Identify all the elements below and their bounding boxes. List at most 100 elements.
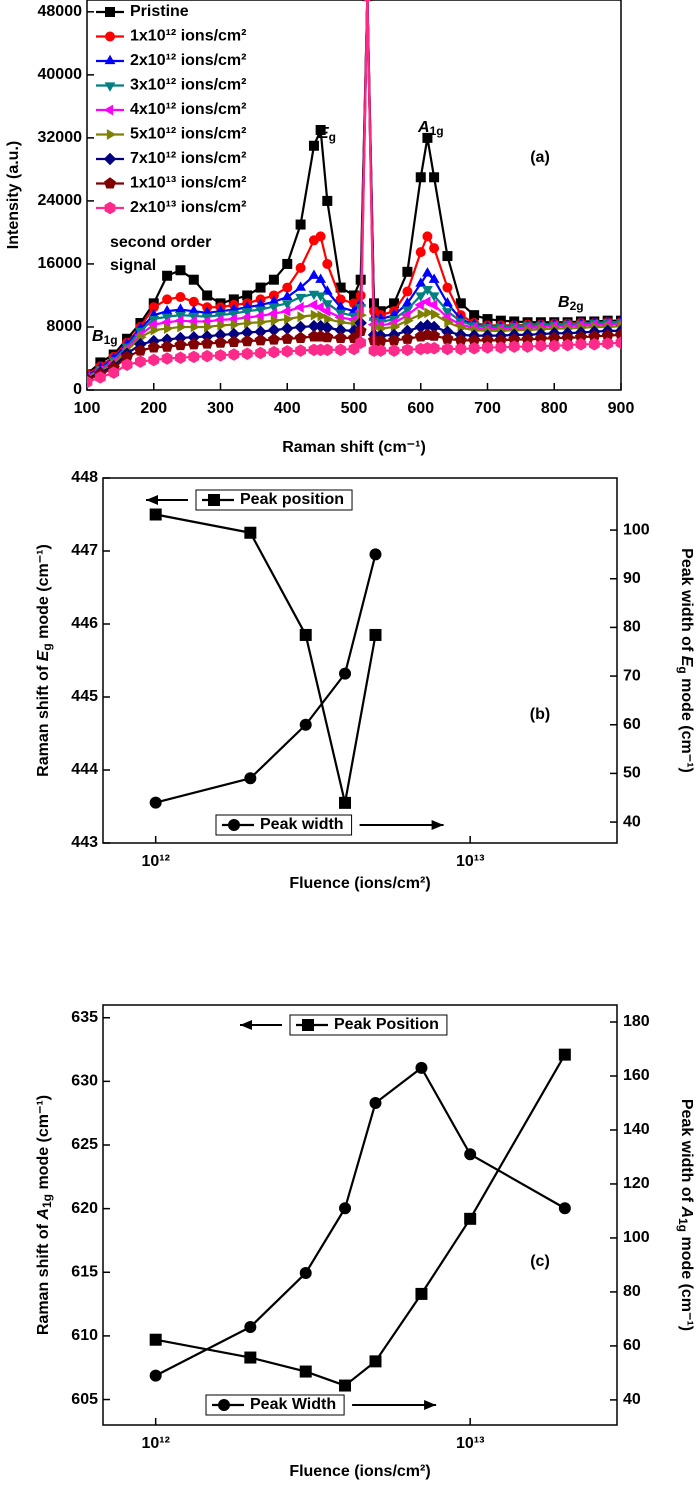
- marker: [150, 324, 160, 336]
- marker: [175, 265, 186, 276]
- text-segment: 1g: [430, 124, 444, 138]
- marker: [588, 338, 600, 351]
- y-axis-title: Raman shift of Eg mode (cm⁻¹): [35, 544, 54, 777]
- marker: [334, 323, 347, 337]
- legend-label: Peak Width: [250, 1396, 336, 1413]
- marker: [241, 334, 254, 347]
- text-segment: 2g: [570, 299, 584, 313]
- text-segment: E: [35, 649, 52, 661]
- x-axis-title: Raman shift (cm⁻¹): [282, 439, 426, 456]
- y2-tick-label: 160: [623, 1067, 650, 1084]
- marker: [299, 1365, 312, 1378]
- marker: [402, 266, 413, 277]
- marker: [94, 371, 106, 384]
- marker: [388, 344, 400, 357]
- marker: [230, 319, 241, 331]
- marker: [270, 315, 281, 327]
- marker: [299, 628, 312, 641]
- y2-tick-label: 100: [623, 521, 650, 538]
- legend-marker: [105, 31, 115, 42]
- marker: [244, 1351, 257, 1364]
- marker: [268, 290, 279, 301]
- marker: [282, 282, 293, 293]
- marker: [615, 328, 621, 340]
- marker: [468, 341, 480, 355]
- marker: [281, 345, 293, 358]
- marker: [228, 348, 240, 361]
- y-tick-label: 8000: [46, 318, 82, 335]
- marker: [161, 352, 173, 365]
- marker: [321, 321, 334, 335]
- marker: [163, 323, 174, 334]
- x-tick-label: 100: [74, 400, 101, 417]
- marker: [315, 292, 327, 302]
- marker: [455, 298, 466, 309]
- marker: [322, 258, 333, 269]
- y-tick-label: 24000: [38, 192, 83, 209]
- marker: [404, 315, 414, 327]
- marker: [464, 1148, 477, 1161]
- marker: [401, 297, 413, 307]
- marker: [281, 305, 291, 317]
- text-segment: mode (cm⁻¹): [35, 1095, 52, 1194]
- x-tick-label: 10¹²: [141, 853, 169, 870]
- y-tick-label: 635: [71, 1009, 98, 1026]
- marker: [388, 334, 400, 346]
- legend-marker: [104, 201, 116, 215]
- marker: [214, 328, 227, 342]
- series-line: [155, 1066, 566, 1377]
- marker: [588, 330, 601, 342]
- marker: [415, 247, 426, 258]
- marker: [442, 308, 453, 318]
- text-segment: A: [417, 119, 430, 136]
- legend-marker: [103, 152, 117, 166]
- marker: [281, 300, 293, 310]
- x-axis-title: Fluence (ions/cm²): [289, 1463, 430, 1480]
- marker: [148, 353, 160, 367]
- marker: [149, 1369, 162, 1382]
- marker: [267, 323, 281, 337]
- marker: [215, 304, 226, 315]
- marker: [295, 219, 306, 230]
- marker: [401, 332, 414, 344]
- marker: [562, 338, 574, 352]
- marker: [307, 299, 318, 311]
- marker: [268, 303, 280, 313]
- y2-tick-label: 140: [623, 1121, 650, 1138]
- marker: [415, 277, 427, 287]
- y2-tick-label: 80: [623, 1283, 641, 1300]
- marker: [374, 334, 387, 347]
- marker: [355, 336, 367, 349]
- marker: [314, 301, 324, 313]
- marker: [175, 292, 186, 303]
- marker: [401, 306, 413, 316]
- marker: [339, 1379, 352, 1392]
- marker: [281, 332, 294, 344]
- marker: [322, 195, 333, 206]
- legend-label: Pristine: [130, 3, 189, 20]
- marker: [401, 343, 413, 357]
- marker: [297, 311, 307, 323]
- marker: [175, 351, 186, 364]
- marker: [454, 334, 467, 346]
- marker: [162, 294, 173, 305]
- marker: [108, 366, 120, 379]
- marker: [335, 301, 347, 311]
- legend-arrow-head: [240, 1020, 252, 1030]
- marker: [244, 526, 257, 539]
- marker: [558, 1048, 571, 1061]
- text-segment: g: [40, 643, 54, 650]
- y-tick-label: 605: [71, 1391, 98, 1408]
- marker: [241, 308, 253, 318]
- marker: [482, 314, 493, 325]
- legend-label: 3x10¹² ions/cm²: [130, 77, 246, 94]
- marker: [427, 299, 438, 311]
- marker: [602, 337, 614, 350]
- marker: [401, 324, 414, 338]
- marker: [455, 342, 467, 356]
- marker: [561, 331, 574, 344]
- y2-axis-title: Peak width of Eg mode (cm⁻¹): [676, 548, 695, 773]
- marker: [121, 350, 133, 362]
